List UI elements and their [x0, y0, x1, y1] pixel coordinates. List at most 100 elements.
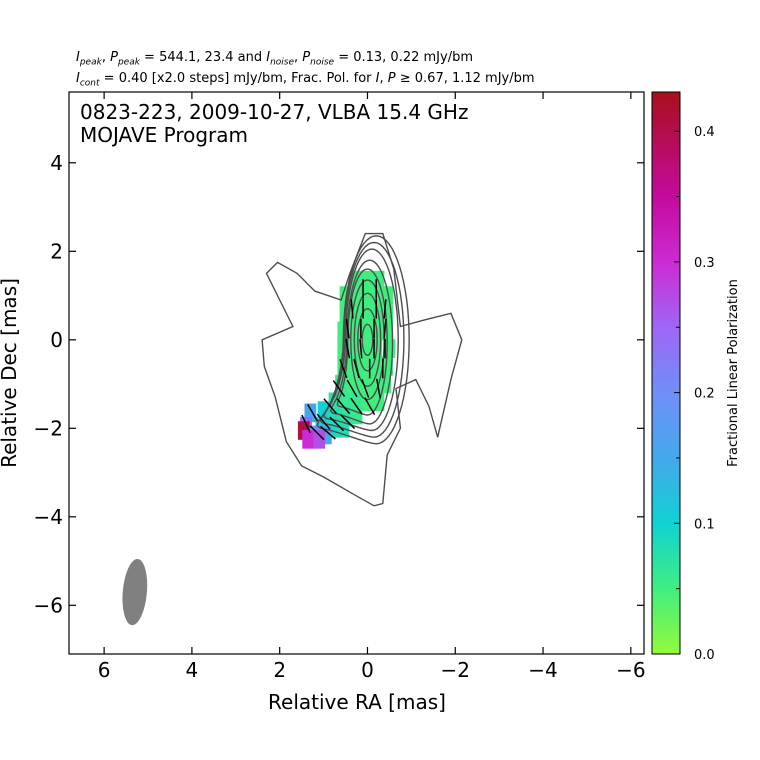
- i-noise-symbol: I: [266, 50, 271, 65]
- polarization-pixel: [359, 357, 372, 376]
- x-tick-label: −4: [528, 658, 557, 682]
- x-tick-label: −6: [616, 658, 645, 682]
- polarization-pixel: [359, 321, 372, 341]
- colorbar-tick-label: 0.1: [694, 517, 715, 532]
- x-tick-label: −2: [441, 658, 470, 682]
- x-axis-ticks: 6 4 2 0 −2 −4 −6: [98, 92, 646, 682]
- polarization-pixel: [383, 339, 396, 358]
- contour-line: [353, 292, 382, 387]
- polarization-pixel: [368, 374, 380, 394]
- evpa-vector: [361, 379, 370, 398]
- i-noise-subscript: noise: [270, 57, 295, 68]
- polarization-pixel: [350, 392, 363, 412]
- evpa-vector: [307, 404, 319, 422]
- polarization-pixel: [346, 374, 359, 394]
- evpa-vector: [383, 318, 387, 339]
- restoring-beam: [122, 558, 148, 626]
- x-axis-label: Relative RA [mas]: [268, 690, 446, 714]
- plot-frame: [68, 91, 645, 655]
- evpa-vector: [350, 299, 354, 319]
- plot-area: [122, 232, 463, 626]
- i-peak-symbol: I: [76, 50, 80, 65]
- y-tick-label: 0: [50, 328, 63, 352]
- evpa-vector: [350, 397, 363, 415]
- polarization-pixel: [339, 286, 352, 305]
- polarization-pixel: [348, 357, 361, 376]
- polarization-pixel: [302, 430, 315, 449]
- beam-layer: [122, 558, 148, 626]
- polarization-pixel: [326, 419, 339, 438]
- polarization-pixel: [319, 425, 332, 445]
- contour-line: [336, 268, 388, 416]
- p-symbol: P: [387, 71, 396, 86]
- p-peak-subscript: peak: [117, 57, 140, 68]
- i-cont-symbol: I: [76, 71, 80, 86]
- y-axis-ticks: 4 2 0 −2 −4 −6: [34, 151, 644, 617]
- contour-line: [261, 232, 463, 507]
- y-tick-label: −6: [34, 593, 63, 617]
- evpa-vector: [345, 338, 351, 359]
- colorbar-tick-label: 0.0: [694, 648, 715, 663]
- program-annotation: MOJAVE Program: [80, 123, 248, 147]
- y-tick-label: 2: [50, 239, 63, 263]
- p-noise-subscript: noise: [310, 57, 335, 68]
- colorbar: [651, 91, 681, 655]
- polarization-pixel: [328, 407, 341, 427]
- evpa-vector: [346, 379, 358, 398]
- evpa-vector: [359, 338, 363, 359]
- i-symbol: I: [375, 71, 380, 86]
- contour-line: [361, 323, 374, 356]
- evpa-vector: [329, 416, 345, 432]
- evpa-vector: [320, 425, 336, 440]
- colorbar-tick-label: 0.3: [694, 256, 715, 271]
- x-tick-label: 6: [98, 658, 111, 682]
- i-peak-subscript: peak: [79, 57, 102, 68]
- evpa-vector: [332, 380, 346, 397]
- peak-values: = 544.1, 23.4 and: [139, 50, 267, 65]
- colorbar-label: Fractional Linear Polarization: [726, 279, 741, 467]
- evpa-vector: [301, 414, 311, 434]
- contour-line: [357, 308, 378, 372]
- contour-line: [319, 241, 405, 438]
- polarization-pixel: [381, 303, 394, 323]
- polarization-pixel: [317, 401, 330, 420]
- source-annotation: 0823-223, 2009-10-27, VLBA 15.4 GHz: [80, 100, 468, 124]
- header-line-2: Icont = 0.40 [x2.0 steps] mJy/bm, Frac. …: [76, 71, 535, 89]
- p-peak-symbol: P: [110, 50, 118, 65]
- polarization-pixel: [350, 405, 363, 425]
- polarization-pixel: [313, 430, 326, 449]
- evpa-vector: [345, 319, 350, 339]
- evpa-vector: [340, 414, 356, 430]
- polarization-pixel: [370, 357, 383, 376]
- frac-pol-threshold-text: ≥ 0.67, 1.12 mJy/bm: [395, 71, 535, 86]
- contour-line: [350, 279, 385, 401]
- colorbar-tick-label: 0.4: [694, 125, 715, 140]
- y-tick-label: −2: [34, 416, 63, 440]
- polarization-pixel: [304, 403, 317, 423]
- contour-levels-text: = 0.40 [x2.0 steps] mJy/bm, Frac. Pol. f…: [99, 71, 376, 86]
- polarization-pixel: [381, 286, 394, 305]
- y-axis-label: Relative Dec [mas]: [0, 278, 21, 468]
- header-line-1: Ipeak, Ppeak = 544.1, 23.4 and Inoise, P…: [76, 50, 473, 68]
- polarization-pixel: [339, 407, 352, 427]
- x-tick-label: 2: [273, 658, 286, 682]
- contour-line: [316, 235, 410, 445]
- evpa-vector: [316, 413, 331, 430]
- evpa-vector: [309, 425, 325, 441]
- evpa-vector: [383, 299, 387, 319]
- evpa-vector: [336, 398, 351, 415]
- evpa-vector: [339, 359, 348, 378]
- i-cont-subscript: cont: [79, 78, 100, 89]
- evpa-vector: [376, 378, 381, 399]
- evpa-vector: [323, 398, 337, 415]
- noise-values: = 0.13, 0.22 mJy/bm: [334, 50, 473, 65]
- evpa-vector: [353, 358, 360, 379]
- colorbar-ticks: 0.0 0.1 0.2 0.3 0.4: [674, 125, 715, 663]
- evpa-vector-layer: [301, 279, 387, 441]
- x-tick-label: 4: [186, 658, 199, 682]
- polarization-pixel: [359, 339, 372, 358]
- polarization-pixel: [361, 303, 374, 323]
- polarization-pixel: [379, 374, 391, 394]
- y-tick-label: 4: [50, 151, 63, 175]
